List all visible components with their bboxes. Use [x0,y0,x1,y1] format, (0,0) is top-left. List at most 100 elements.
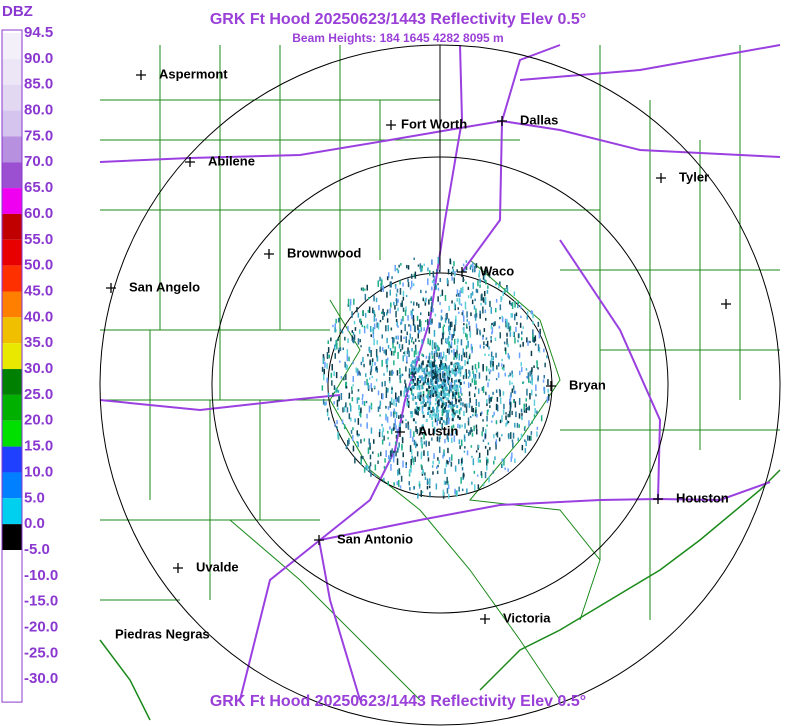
echo [481,298,484,301]
echo [344,336,346,341]
echo [396,481,398,486]
echo [341,419,344,425]
echo [399,485,402,489]
echo [418,303,420,308]
echo [498,388,501,394]
echo [425,366,428,370]
echo [426,364,429,368]
echo [515,411,517,418]
echo [402,452,404,458]
echo [465,369,467,374]
echo [413,301,415,306]
echo [466,334,468,341]
echo [534,343,537,346]
echo [435,398,437,402]
echo [440,364,443,368]
echo [397,298,399,303]
echo [486,403,488,407]
legend-label: -25.0 [24,644,58,661]
echo [339,360,341,363]
echo [459,379,462,382]
echo [415,356,418,361]
echo [414,338,417,342]
echo [474,374,477,380]
echo [451,368,454,372]
echo [478,270,481,277]
echo [432,471,434,475]
echo [456,362,459,365]
echo [447,409,450,413]
echo [414,344,417,352]
echo [333,401,335,405]
echo [430,392,433,395]
echo [376,368,378,373]
echo [443,363,445,366]
echo [395,293,398,297]
echo [447,484,450,490]
echo [399,349,402,352]
echo [343,377,345,381]
echo [452,269,454,273]
echo [384,458,386,463]
echo [451,418,454,422]
legend-swatch [2,550,22,576]
echo [347,440,349,446]
echo [440,378,443,382]
echo [385,405,387,409]
echo [446,487,449,494]
echo [436,395,439,399]
echo [356,397,359,404]
echo [486,399,488,404]
echo [397,269,400,274]
echo [423,327,425,332]
echo [417,328,420,334]
echo [472,408,475,413]
echo [417,395,420,399]
echo [460,339,463,346]
echo [391,369,393,376]
echo [484,433,487,439]
echo [390,411,392,417]
echo [408,376,411,379]
echo [465,266,468,270]
echo [426,478,429,486]
echo [471,365,474,371]
echo [433,453,435,459]
echo [399,367,401,374]
footer-title: GRK Ft Hood 20250623/1443 Reflectivity E… [210,693,586,710]
echo [443,387,445,393]
echo [464,372,466,377]
echo [437,409,440,413]
echo [359,411,362,418]
echo [486,409,489,416]
city-label: Brownwood [287,245,361,260]
county-lines [99,45,781,721]
echo [392,427,394,432]
echo [434,368,437,373]
echo [483,278,486,282]
echo [510,456,512,462]
echo [391,448,393,454]
echo [360,361,363,366]
echo [510,432,512,439]
echo [512,331,515,337]
echo [459,369,462,373]
echo [462,278,465,282]
city-marker [386,120,396,130]
echo [527,340,529,346]
echo [361,400,364,405]
echo [438,347,440,351]
echo [519,322,522,328]
echo [432,307,434,313]
echo [397,352,399,359]
echo [416,429,419,434]
echo [482,427,484,432]
echo [524,448,527,453]
echo [457,415,460,419]
echo [431,318,433,324]
city-label: Piedras Negras [115,626,210,641]
echo [352,435,354,442]
echo [410,310,412,316]
echo [474,377,476,380]
echo [441,386,444,392]
